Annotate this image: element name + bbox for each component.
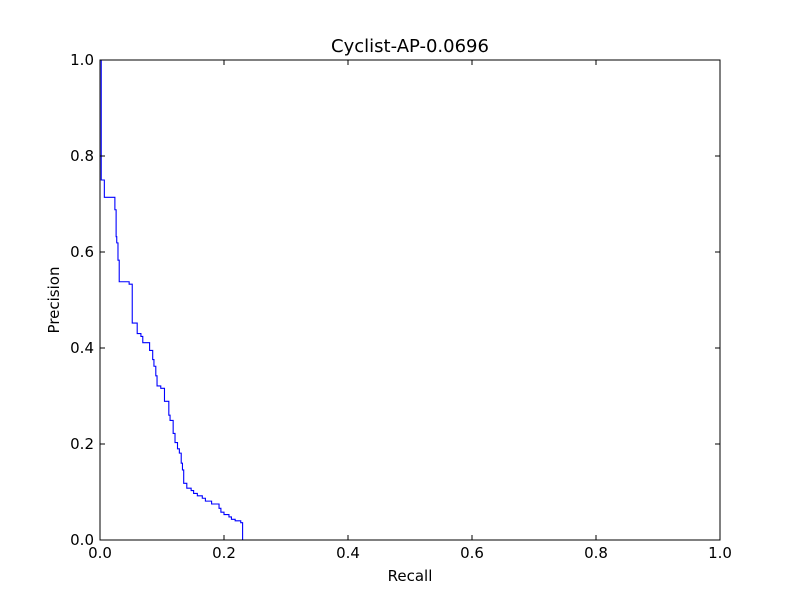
y-tick-label: 0.0 [70, 531, 94, 549]
x-tick-label: 0.6 [460, 544, 484, 562]
y-tick-label: 0.4 [70, 339, 94, 357]
plot-area [99, 59, 721, 541]
y-tick-label: 0.2 [70, 435, 94, 453]
y-axis-ticks: 0.0 0.2 0.4 0.6 0.8 1.0 [70, 51, 720, 549]
y-tick-label: 0.8 [70, 147, 94, 165]
plot-frame [99, 59, 721, 541]
y-tick-label: 0.6 [70, 243, 94, 261]
y-axis-label: Precision [45, 267, 63, 334]
x-axis-ticks: 0.0 0.2 0.4 0.6 0.8 1.0 [88, 60, 732, 562]
x-tick-label: 0.4 [336, 544, 360, 562]
x-tick-label: 0.2 [212, 544, 236, 562]
chart-title: Cyclist-AP-0.0696 [331, 36, 489, 57]
y-tick-label: 1.0 [70, 51, 94, 69]
x-tick-label: 1.0 [708, 544, 732, 562]
x-tick-label: 0.0 [88, 544, 112, 562]
precision-recall-series-line [100, 59, 720, 541]
x-axis-label: Recall [388, 567, 433, 585]
x-tick-label: 0.8 [584, 544, 608, 562]
